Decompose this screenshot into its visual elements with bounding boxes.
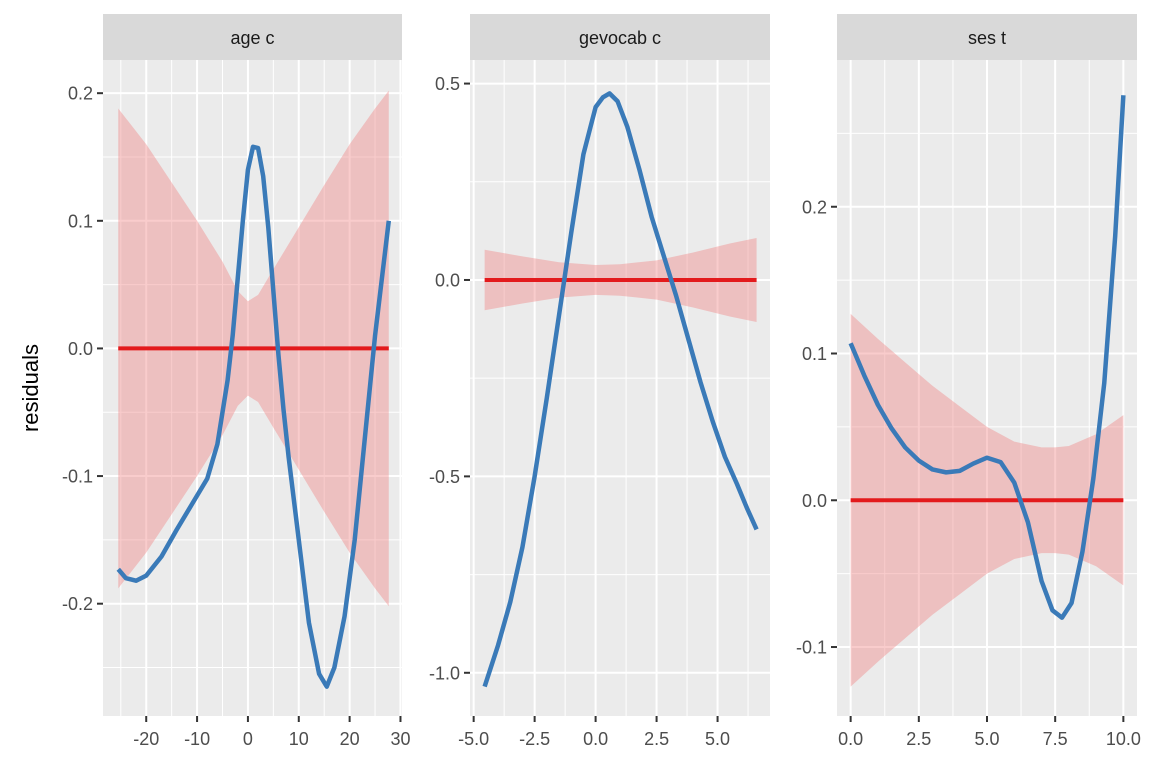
- x-tick-label: 0: [243, 729, 253, 749]
- x-tick-label: 5.0: [974, 729, 999, 749]
- panel-gevocab-c: gevocab c -5.0 -2.5 0.0 2.5 5.0 0.5 0.0 -0.5 -1.…: [429, 14, 770, 749]
- x-tick-label: -10: [184, 729, 210, 749]
- y-tick-label: 0.1: [68, 211, 93, 231]
- x-tick-label: 20: [340, 729, 360, 749]
- strip-label: age c: [230, 28, 274, 48]
- smooth-residual-curve: [116, 144, 392, 689]
- x-tick-label: 2.5: [906, 729, 931, 749]
- strip-background: [837, 14, 1137, 60]
- strip-label: ses t: [968, 28, 1006, 48]
- x-tick-label: 10.0: [1106, 729, 1141, 749]
- axes: 0.0 2.5 5.0 7.5 10.0 0.2 0.1 0.0 -0.1: [796, 197, 1141, 749]
- plot-background: [470, 60, 770, 716]
- y-tick-label: -0.1: [796, 638, 827, 658]
- grid: [103, 60, 402, 716]
- x-tick-label: 2.5: [644, 729, 669, 749]
- strip-background: [103, 14, 402, 60]
- x-tick-label: 5.0: [705, 729, 730, 749]
- smooth-residual-curve: [848, 95, 1126, 620]
- x-tick-label: 7.5: [1043, 729, 1068, 749]
- x-tick-label: -20: [133, 729, 159, 749]
- series-lines: [482, 91, 759, 688]
- x-tick-label: 30: [390, 729, 410, 749]
- y-tick-label: 0.0: [68, 339, 93, 359]
- panel-ses-t: ses t 0.0 2.5 5.0 7.5 10.0 0.2 0.1 0.0 -0.1: [796, 14, 1141, 749]
- smooth-residual-curve: [482, 91, 759, 688]
- y-tick-label: -1.0: [429, 663, 460, 683]
- y-tick-label: 0.0: [802, 491, 827, 511]
- axes: -5.0 -2.5 0.0 2.5 5.0 0.5 0.0 -0.5 -1.0: [429, 74, 730, 749]
- x-tick-label: -5.0: [458, 729, 489, 749]
- y-axis-title: residuals: [18, 344, 43, 432]
- x-tick-label: 0.0: [838, 729, 863, 749]
- x-tick-label: 10: [289, 729, 309, 749]
- y-tick-label: 0.2: [802, 197, 827, 217]
- strip-label: gevocab c: [579, 28, 661, 48]
- strip-background: [470, 14, 770, 60]
- x-tick-label: 0.0: [583, 729, 608, 749]
- y-tick-label: 0.0: [435, 270, 460, 290]
- y-tick-label: -0.1: [62, 467, 93, 487]
- y-tick-label: -0.2: [62, 594, 93, 614]
- plot-background: [103, 60, 402, 716]
- y-tick-label: 0.1: [802, 344, 827, 364]
- y-tick-label: 0.2: [68, 84, 93, 104]
- x-tick-label: -2.5: [519, 729, 550, 749]
- series-lines: [116, 144, 392, 689]
- panel-age-c: age c -20 -10 0 10 20 30 0.2 0.1 0.0 -0.1 -0.2: [62, 14, 411, 749]
- axes: -20 -10 0 10 20 30 0.2 0.1 0.0 -0.1 -0.2: [62, 84, 411, 749]
- series-lines: [848, 95, 1126, 620]
- grid: [837, 60, 1137, 716]
- y-tick-label: 0.5: [435, 74, 460, 94]
- y-tick-label: -0.5: [429, 467, 460, 487]
